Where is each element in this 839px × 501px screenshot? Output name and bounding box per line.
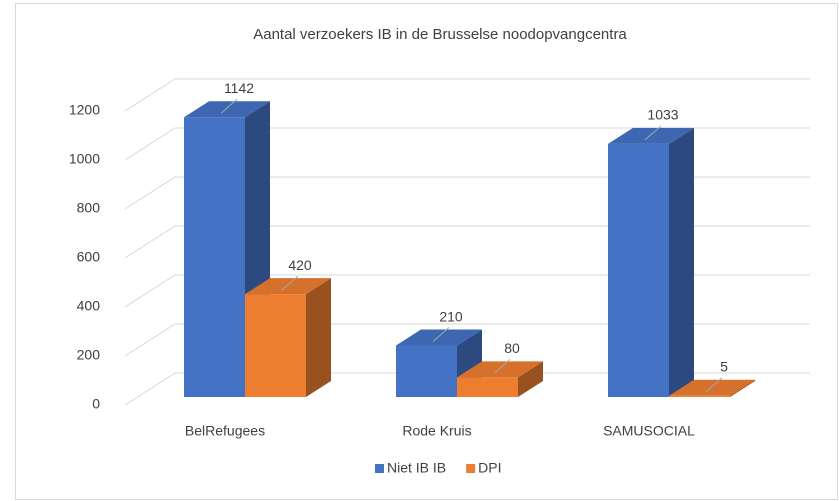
data-label: 1142 [224,80,254,96]
legend-label: DPI [478,460,501,476]
bar-face [245,294,306,397]
leader-line [705,377,723,393]
leader-line [432,327,450,342]
leader-line [220,98,238,114]
bar-face [184,117,245,398]
leader-line [281,275,299,291]
y-tick-label: 0 [92,396,100,412]
bar-face [608,143,669,397]
bar [608,127,694,397]
y-tick-label: 600 [77,249,101,265]
bar-face [669,127,694,397]
data-label: 420 [288,257,312,273]
grid-line [124,127,810,161]
grid-line [124,78,810,112]
bar-face [669,395,730,397]
x-tick-label: BelRefugees [185,423,265,439]
bar [669,379,755,397]
y-tick-label: 800 [77,200,101,216]
bar-face [730,379,755,397]
data-label: 1033 [647,107,678,123]
bar-face [245,278,331,295]
bar [245,278,331,397]
chart-title: Aantal verzoekers IB in de Brusselse noo… [253,26,627,43]
leader-line [644,125,662,141]
bar-face [396,329,482,346]
bar-face [396,345,457,397]
y-tick-label: 200 [77,347,101,363]
bar-face [184,101,270,118]
chart-border [15,3,838,500]
leader-line [493,359,511,374]
grid-line [124,176,810,210]
bar-face [457,361,543,378]
data-label: 210 [439,308,463,324]
y-tick-label: 1000 [69,151,100,167]
grid-line [124,323,810,357]
bar [457,361,543,397]
x-tick-label: SAMUSOCIAL [603,423,695,439]
bar-face [669,379,755,396]
data-label: 80 [504,340,520,356]
bar-face [518,361,543,397]
data-label: 5 [720,358,728,374]
y-tick-label: 400 [77,298,101,314]
legend-swatch [466,464,476,473]
grid-line [124,274,810,308]
bar-face [608,127,694,144]
bar-face [457,377,518,397]
bar-face [306,278,331,397]
grid-line [124,225,810,259]
grid-line [124,372,810,406]
y-tick-label: 1200 [69,102,100,118]
x-tick-label: Rode Kruis [402,423,471,439]
legend-label: Niet IB IB [387,460,446,476]
legend-swatch [375,464,384,473]
